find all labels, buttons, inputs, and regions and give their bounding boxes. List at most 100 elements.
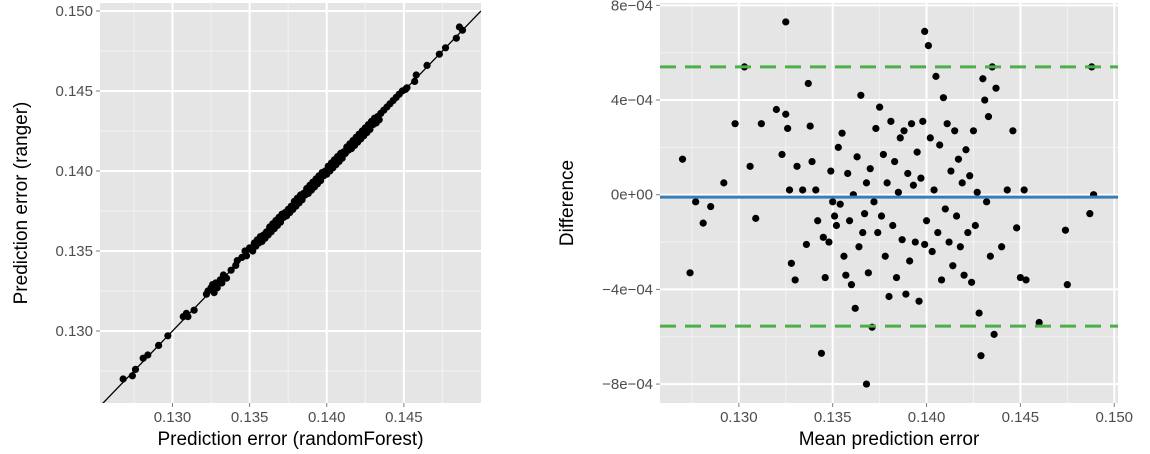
- data-point: [825, 238, 833, 246]
- data-point: [945, 238, 953, 246]
- data-point: [973, 188, 981, 196]
- data-point: [949, 262, 957, 270]
- data-point: [793, 162, 801, 170]
- data-point: [960, 271, 968, 279]
- data-point: [859, 228, 867, 237]
- data-point: [969, 127, 978, 135]
- data-point: [966, 172, 974, 180]
- data-point: [819, 233, 827, 241]
- data-point: [922, 217, 931, 225]
- data-point: [885, 292, 893, 301]
- data-point: [894, 188, 902, 196]
- y-tick-label: 0.130: [55, 323, 93, 340]
- data-point: [921, 27, 929, 36]
- data-point: [877, 212, 886, 220]
- data-point: [1061, 226, 1070, 234]
- data-point: [874, 228, 882, 237]
- data-point: [752, 214, 760, 222]
- data-point: [184, 313, 192, 321]
- data-point: [190, 306, 198, 314]
- data-layer: [102, 10, 481, 403]
- data-point: [902, 290, 910, 298]
- data-point: [785, 186, 794, 194]
- data-point: [128, 372, 136, 380]
- data-point: [855, 243, 863, 251]
- data-point: [242, 252, 251, 260]
- data-point: [962, 146, 970, 154]
- scatter-plot-ranger-vs-randomforest: 0.130 0.135 0.140 0.145 0.130 0.135 0.140 0.145…: [11, 3, 481, 450]
- x-tick-label: 0.135: [814, 409, 852, 426]
- data-point: [862, 380, 871, 388]
- data-point: [892, 273, 901, 282]
- data-point: [804, 79, 812, 88]
- data-layer: [660, 18, 1118, 388]
- data-point: [862, 179, 871, 187]
- data-point: [799, 186, 807, 194]
- data-point: [932, 72, 940, 80]
- data-point: [851, 304, 859, 312]
- data-point: [218, 279, 226, 287]
- data-point: [915, 297, 923, 305]
- data-point: [832, 221, 841, 230]
- data-point: [984, 113, 993, 121]
- data-point: [720, 179, 728, 187]
- data-point: [943, 120, 951, 128]
- x-axis-title: Prediction error (randomForest): [157, 429, 423, 450]
- data-point: [827, 167, 835, 175]
- data-point: [802, 240, 811, 249]
- data-point: [900, 127, 908, 135]
- data-point: [1086, 210, 1094, 218]
- data-point: [866, 165, 874, 173]
- data-point: [806, 122, 814, 130]
- data-point: [131, 365, 140, 373]
- data-point: [821, 273, 829, 282]
- data-point: [928, 247, 936, 256]
- data-point: [860, 210, 869, 218]
- data-point: [924, 42, 933, 50]
- data-point: [435, 50, 443, 58]
- data-point: [808, 157, 816, 166]
- data-point: [731, 120, 739, 128]
- data-point: [222, 274, 231, 282]
- data-point: [692, 198, 700, 206]
- grid-lines: [660, 3, 1118, 403]
- data-point: [746, 162, 754, 170]
- grid-lines: [100, 3, 481, 403]
- data-point: [857, 91, 865, 99]
- y-tick-label: −4e−04: [602, 281, 653, 298]
- data-point: [909, 181, 918, 189]
- data-point: [913, 148, 921, 156]
- data-point: [842, 271, 850, 279]
- x-axis-title: Mean prediction error: [799, 429, 980, 450]
- y-axis-title: Prediction error (ranger): [11, 102, 32, 305]
- data-point: [979, 75, 987, 83]
- data-point: [845, 217, 854, 225]
- data-point: [936, 141, 944, 149]
- data-point: [951, 127, 959, 135]
- data-point: [967, 278, 976, 286]
- data-point: [879, 150, 887, 159]
- data-point: [1003, 186, 1011, 194]
- data-point: [930, 186, 938, 194]
- data-point: [883, 179, 891, 187]
- data-point: [757, 120, 765, 128]
- data-point: [881, 252, 889, 260]
- data-point: [919, 117, 927, 125]
- x-tick-label: 0.145: [385, 409, 423, 426]
- data-point: [977, 352, 985, 360]
- data-point: [1035, 318, 1043, 327]
- data-point: [956, 243, 964, 251]
- data-point: [964, 228, 972, 237]
- data-point: [119, 375, 127, 383]
- data-point: [699, 219, 707, 227]
- data-point: [403, 84, 411, 92]
- y-tick-label: 4e−04: [611, 92, 653, 109]
- x-tick-label: 0.130: [720, 409, 758, 426]
- data-point: [787, 259, 795, 267]
- data-point: [1063, 281, 1071, 289]
- data-point: [791, 276, 799, 284]
- data-point: [954, 155, 963, 163]
- data-point: [872, 124, 880, 133]
- data-point: [917, 174, 925, 182]
- x-tick-label: 0.135: [231, 409, 269, 426]
